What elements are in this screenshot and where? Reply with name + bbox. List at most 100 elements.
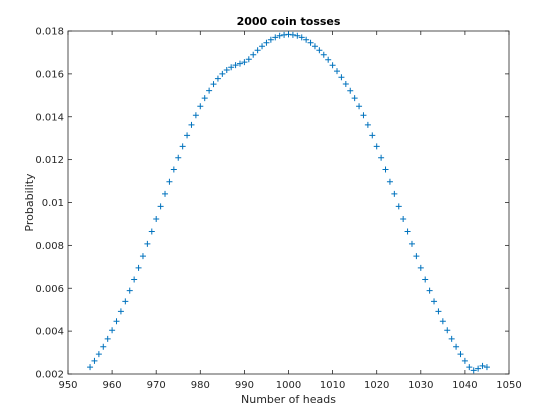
data-point — [475, 365, 482, 372]
x-tick-label: 1020 — [364, 380, 389, 391]
x-tick-label: 950 — [58, 380, 77, 391]
data-point — [422, 276, 429, 283]
chart-title: 2000 coin tosses — [237, 15, 341, 28]
data-point — [267, 36, 274, 43]
data-point — [391, 190, 398, 197]
data-point — [219, 70, 226, 77]
data-point — [457, 351, 464, 358]
data-series — [87, 31, 490, 374]
data-point — [100, 343, 107, 350]
data-point — [470, 367, 477, 374]
data-point — [263, 39, 270, 46]
data-point — [254, 47, 261, 54]
data-point — [444, 327, 451, 334]
data-point — [483, 364, 490, 371]
data-point — [206, 87, 213, 94]
data-point — [369, 132, 376, 139]
data-point — [95, 351, 102, 358]
data-point — [223, 67, 230, 74]
data-point — [201, 95, 208, 102]
data-point — [139, 253, 146, 260]
data-point — [162, 190, 169, 197]
x-tick-label: 1040 — [452, 380, 477, 391]
data-point — [184, 132, 191, 139]
data-point — [439, 318, 446, 325]
data-point — [250, 51, 257, 58]
data-point — [135, 264, 142, 271]
data-point — [453, 343, 460, 350]
data-point — [109, 327, 116, 334]
data-point — [122, 298, 129, 305]
y-tick-label: 0.01 — [42, 198, 64, 209]
data-point — [131, 276, 138, 283]
data-point — [360, 112, 367, 119]
y-tick-label: 0.002 — [35, 370, 64, 381]
y-tick-label: 0.006 — [35, 284, 64, 295]
data-point — [378, 154, 385, 161]
data-point — [413, 253, 420, 260]
y-tick-label: 0.012 — [35, 155, 64, 166]
data-point — [179, 143, 186, 150]
data-point — [342, 80, 349, 87]
data-point — [175, 154, 182, 161]
data-point — [236, 60, 243, 67]
x-tick-label: 1000 — [276, 380, 301, 391]
data-point — [272, 34, 279, 41]
data-point — [148, 228, 155, 235]
x-tick-label: 1010 — [320, 380, 345, 391]
data-point — [166, 178, 173, 185]
data-point — [417, 264, 424, 271]
data-point — [320, 51, 327, 58]
x-tick-label: 970 — [147, 380, 166, 391]
data-point — [461, 357, 468, 364]
y-tick-label: 0.016 — [35, 69, 64, 80]
data-point — [214, 75, 221, 82]
data-point — [364, 121, 371, 128]
y-tick-label: 0.014 — [35, 112, 64, 123]
data-point — [347, 87, 354, 94]
data-point — [289, 31, 296, 38]
data-point — [356, 103, 363, 110]
x-tick-label: 1050 — [496, 380, 521, 391]
data-point — [276, 32, 283, 39]
data-point — [338, 74, 345, 81]
data-point — [298, 34, 305, 41]
data-point — [113, 318, 120, 325]
data-point — [104, 335, 111, 342]
x-tick-label: 980 — [191, 380, 210, 391]
data-point — [87, 364, 94, 371]
y-tick-label: 0.004 — [35, 327, 64, 338]
data-point — [303, 36, 310, 43]
data-point — [351, 95, 358, 102]
y-tick-label: 0.008 — [35, 241, 64, 252]
data-point — [126, 287, 133, 294]
x-axis-label: Number of heads — [241, 393, 336, 406]
data-point — [210, 81, 217, 88]
data-point — [448, 335, 455, 342]
data-point — [157, 203, 164, 210]
data-point — [232, 62, 239, 69]
data-point — [382, 166, 389, 173]
x-tick-label: 990 — [235, 380, 254, 391]
y-tick-label: 0.018 — [35, 27, 64, 38]
data-point — [329, 62, 336, 69]
data-point — [325, 56, 332, 63]
data-point — [245, 56, 252, 63]
data-point — [373, 143, 380, 150]
data-point — [170, 166, 177, 173]
data-point — [91, 357, 98, 364]
x-axis: 950 960 970 980 990 1000 1010 1020 1030 1040 1050 — [58, 31, 522, 391]
data-point — [466, 364, 473, 371]
y-axis-label: Probability — [23, 173, 36, 232]
data-point — [307, 39, 314, 46]
data-point — [435, 308, 442, 315]
data-point — [311, 43, 318, 50]
y-axis: 0.002 0.004 0.006 0.008 0.01 0.012 0.014 0.016 0… — [35, 27, 509, 381]
data-point — [188, 121, 195, 128]
data-point — [479, 362, 486, 369]
data-point — [192, 112, 199, 119]
data-point — [408, 240, 415, 247]
data-point — [400, 216, 407, 223]
data-point — [144, 240, 151, 247]
